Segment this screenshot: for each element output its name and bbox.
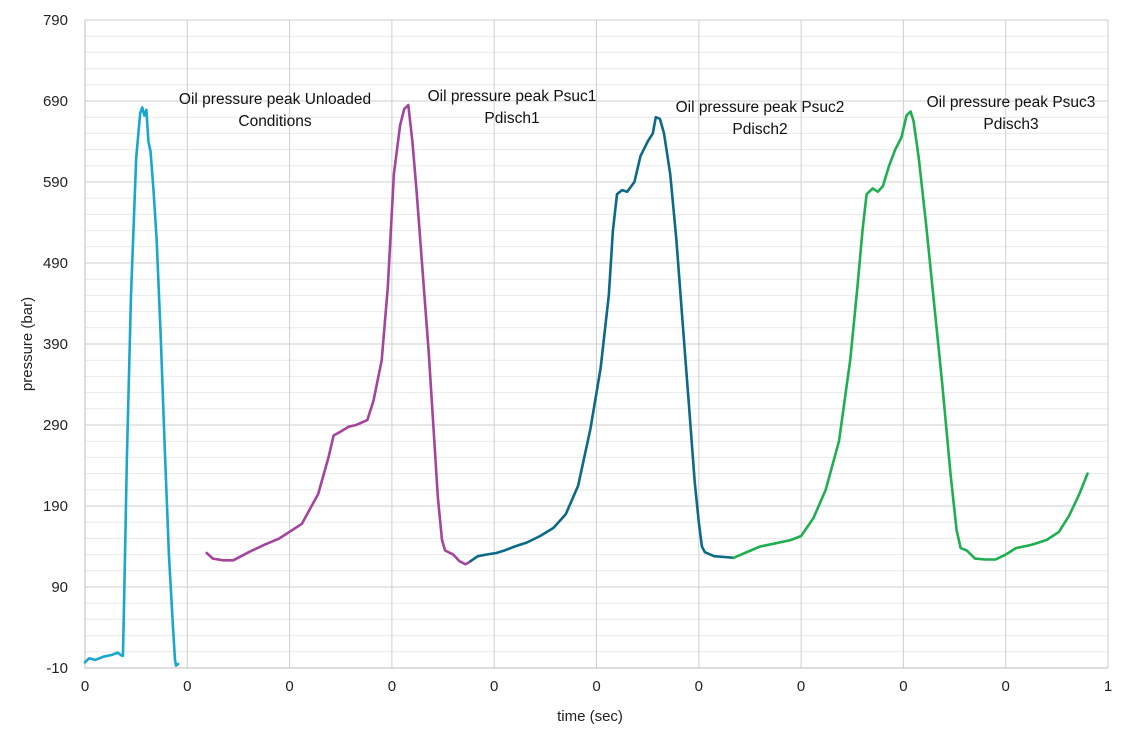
series-line-4 xyxy=(732,110,1089,561)
y-tick-label: -10 xyxy=(46,660,68,677)
annotation-psuc3-line2: Pdisch3 xyxy=(983,116,1038,133)
x-tick-label: 0 xyxy=(592,678,600,695)
y-tick-label: 690 xyxy=(43,93,68,110)
x-tick-label: 0 xyxy=(285,678,293,695)
annotation-psuc2-line2: Pdisch2 xyxy=(732,121,787,138)
x-tick-label: 0 xyxy=(695,678,703,695)
x-tick-label: 0 xyxy=(388,678,396,695)
x-tick-label: 0 xyxy=(490,678,498,695)
x-axis-title: time (sec) xyxy=(557,708,623,725)
series-line-1 xyxy=(83,106,180,667)
y-tick-label: 90 xyxy=(51,579,68,596)
x-axis-tick-labels: 0 0 0 0 0 0 0 0 0 0 1 xyxy=(81,678,1112,695)
series-line-2 xyxy=(205,103,472,566)
x-tick-label: 0 xyxy=(899,678,907,695)
x-tick-label: 0 xyxy=(183,678,191,695)
x-tick-label: 0 xyxy=(797,678,805,695)
y-axis-title: pressure (bar) xyxy=(19,297,36,391)
annotation-unloaded-line2: Conditions xyxy=(238,113,311,130)
annotation-psuc1-line2: Pdisch1 xyxy=(484,110,539,127)
x-tick-label: 1 xyxy=(1104,678,1112,695)
x-tick-label: 0 xyxy=(1002,678,1010,695)
annotation-psuc3-line1: Oil pressure peak Psuc3 xyxy=(927,94,1096,111)
y-tick-label: 590 xyxy=(43,174,68,191)
y-tick-label: 490 xyxy=(43,255,68,272)
y-tick-label: 190 xyxy=(43,498,68,515)
chart-annotations: Oil pressure peak Unloaded Conditions Oi… xyxy=(179,88,1096,138)
series-layer xyxy=(83,103,1089,667)
y-tick-label: 790 xyxy=(43,12,68,29)
x-tick-label: 0 xyxy=(81,678,89,695)
annotation-psuc1-line1: Oil pressure peak Psuc1 xyxy=(428,88,597,105)
y-axis-tick-labels: -10 90 190 290 390 490 590 690 790 xyxy=(43,12,68,677)
y-tick-label: 290 xyxy=(43,417,68,434)
series-line-3 xyxy=(469,115,735,563)
annotation-unloaded-line1: Oil pressure peak Unloaded xyxy=(179,91,371,108)
annotation-psuc2-line1: Oil pressure peak Psuc2 xyxy=(676,99,845,116)
major-gridlines xyxy=(84,19,1109,669)
y-tick-label: 390 xyxy=(43,336,68,353)
